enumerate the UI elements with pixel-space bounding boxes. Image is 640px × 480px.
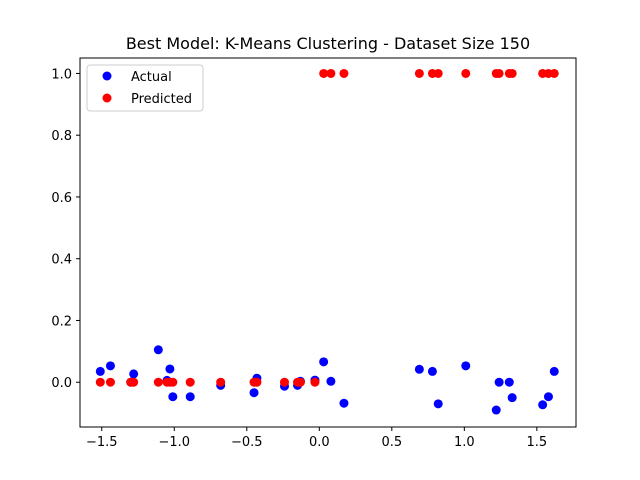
predicted-point <box>216 377 226 387</box>
x-tick-label: −1.0 <box>158 435 190 450</box>
plot-area-frame <box>79 57 577 428</box>
actual-point <box>339 398 349 408</box>
actual-point <box>543 392 553 402</box>
legend: Actual Predicted <box>86 64 204 112</box>
predicted-point <box>339 68 349 78</box>
actual-point <box>461 361 471 371</box>
actual-point <box>165 364 175 374</box>
predicted-point <box>295 377 305 387</box>
x-tick-label: −1.5 <box>86 435 118 450</box>
y-axis: 0.0 0.2 0.4 0.6 0.8 1.0 <box>51 67 80 391</box>
predicted-point <box>433 68 443 78</box>
predicted-point <box>153 377 163 387</box>
predicted-point <box>279 377 289 387</box>
legend-label-actual: Actual <box>131 70 172 85</box>
predicted-point <box>326 68 336 78</box>
legend-box <box>86 64 204 112</box>
y-tick-label: 0.8 <box>51 129 72 144</box>
actual-point <box>507 393 517 403</box>
actual-point <box>129 369 139 379</box>
predicted-point <box>129 377 139 387</box>
actual-point <box>504 377 514 387</box>
legend-label-predicted: Predicted <box>131 92 192 107</box>
legend-marker-actual <box>102 71 112 81</box>
predicted-point <box>168 377 178 387</box>
x-tick-label: 0.5 <box>381 435 402 450</box>
y-tick-label: 0.6 <box>51 191 72 206</box>
predicted-point <box>310 377 320 387</box>
actual-point <box>249 388 259 398</box>
actual-point <box>491 405 501 415</box>
predicted-point <box>185 377 195 387</box>
actual-point <box>185 392 195 402</box>
actual-point <box>414 364 424 374</box>
actual-point <box>168 392 178 402</box>
y-tick-label: 0.4 <box>51 253 72 268</box>
predicted-point <box>319 68 329 78</box>
actual-point <box>105 361 115 371</box>
actual-point <box>494 377 504 387</box>
predicted-point <box>95 377 105 387</box>
y-tick-label: 0.2 <box>51 314 72 329</box>
predicted-point <box>461 68 471 78</box>
actual-point <box>433 399 443 409</box>
legend-marker-predicted <box>102 93 112 103</box>
actual-point <box>427 366 437 376</box>
x-tick-label: −0.5 <box>231 435 263 450</box>
x-axis: −1.5 −1.0 −0.5 0.0 0.5 1.0 1.5 <box>86 427 547 450</box>
y-tick-label: 0.0 <box>51 376 72 391</box>
x-tick-label: 0.0 <box>309 435 330 450</box>
x-tick-label: 1.5 <box>526 435 547 450</box>
predicted-point <box>494 68 504 78</box>
data-points <box>95 68 559 415</box>
predicted-point <box>252 377 262 387</box>
predicted-point <box>105 377 115 387</box>
predicted-point <box>507 68 517 78</box>
actual-point <box>95 366 105 376</box>
x-tick-label: 1.0 <box>454 435 475 450</box>
actual-point <box>153 345 163 355</box>
chart-title: Best Model: K-Means Clustering - Dataset… <box>126 34 530 53</box>
actual-point <box>319 357 329 367</box>
y-tick-label: 1.0 <box>51 67 72 82</box>
actual-point <box>538 400 548 410</box>
predicted-point <box>549 68 559 78</box>
actual-point <box>549 366 559 376</box>
actual-point <box>326 376 336 386</box>
predicted-point <box>414 68 424 78</box>
